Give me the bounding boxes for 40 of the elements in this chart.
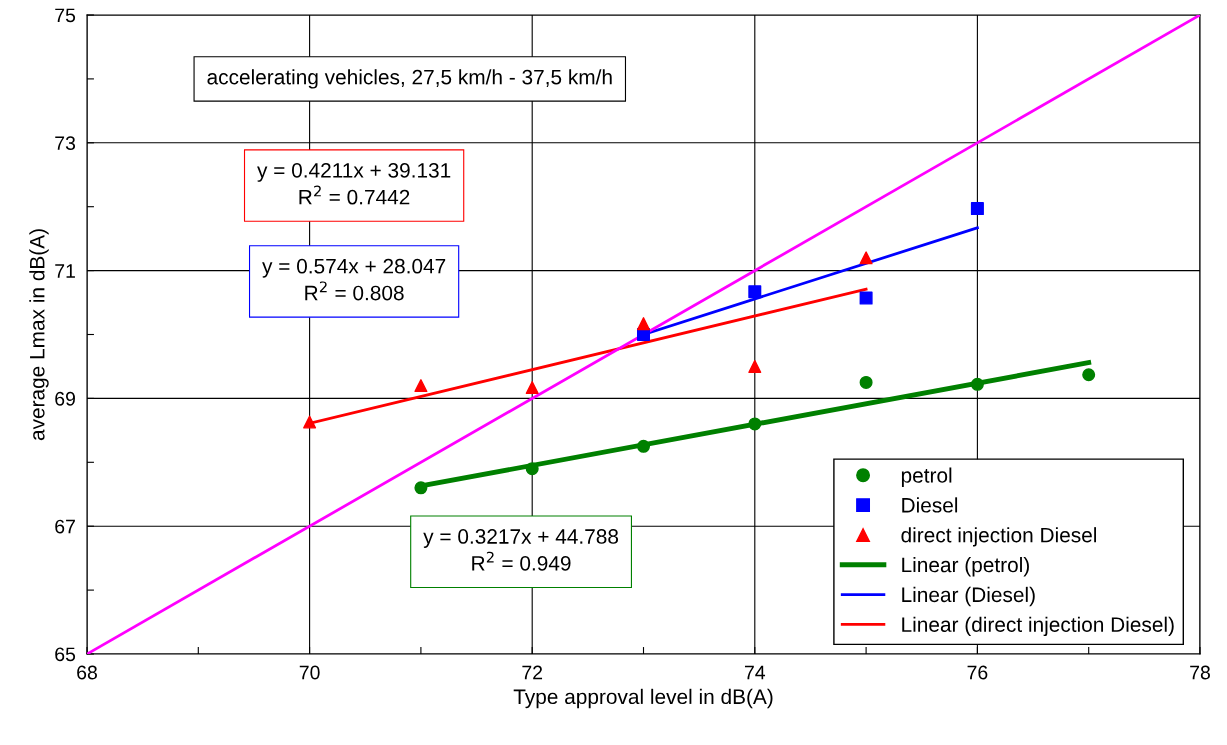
y-tick-label: 73 <box>55 136 76 151</box>
point <box>859 291 873 305</box>
point <box>970 202 984 216</box>
point <box>303 415 317 429</box>
x-tick-label: 78 <box>1190 665 1210 680</box>
y-tick-label: 75 <box>55 8 76 23</box>
x-tick-label: 76 <box>967 665 988 680</box>
point <box>636 317 651 331</box>
y-tick-label: 67 <box>55 519 75 534</box>
x-tick-label: 72 <box>522 665 543 680</box>
y-axis-title: average Lmax in dB(A) <box>29 229 49 441</box>
legend-label: Diesel <box>902 497 958 513</box>
point <box>1082 368 1096 382</box>
point <box>970 377 984 391</box>
point <box>859 251 873 265</box>
y-tick-label: 71 <box>55 264 75 278</box>
x-axis-title: Type approval level in dB(A) <box>513 688 773 709</box>
point <box>414 379 428 393</box>
x-tick-label: 68 <box>77 665 97 680</box>
point <box>748 417 762 431</box>
legend-label: petrol <box>901 467 952 487</box>
x-tick-label: 70 <box>299 665 320 680</box>
annotation: y = 0.4211x + 39.131 R$^{2}$ = 0.7442 <box>257 162 451 205</box>
annotation: accelerating vehicles, 27,5 km/h - 37,5 km/h <box>207 69 612 89</box>
point <box>748 359 762 373</box>
y-tick-label: 69 <box>55 391 75 406</box>
x-tick-label: 74 <box>744 665 766 680</box>
annotation: y = 0.574x + 28.047 R$^{2}$ = 0.808 <box>262 258 446 301</box>
point <box>525 381 539 395</box>
legend-label: direct injection Diesel <box>901 527 1097 547</box>
legend-label: Linear (direct injection Diesel) <box>902 616 1174 637</box>
point <box>859 375 873 389</box>
annotation: y = 0.3217x + 44.788 R$^{2}$ = 0.949 <box>423 529 619 571</box>
y-tick-label: 65 <box>55 647 76 662</box>
legend-label: Linear (Diesel) <box>902 586 1035 607</box>
point <box>414 481 428 495</box>
point <box>636 439 651 453</box>
point <box>525 462 539 476</box>
point <box>748 285 762 299</box>
legend-label: Linear (petrol) <box>902 556 1029 577</box>
